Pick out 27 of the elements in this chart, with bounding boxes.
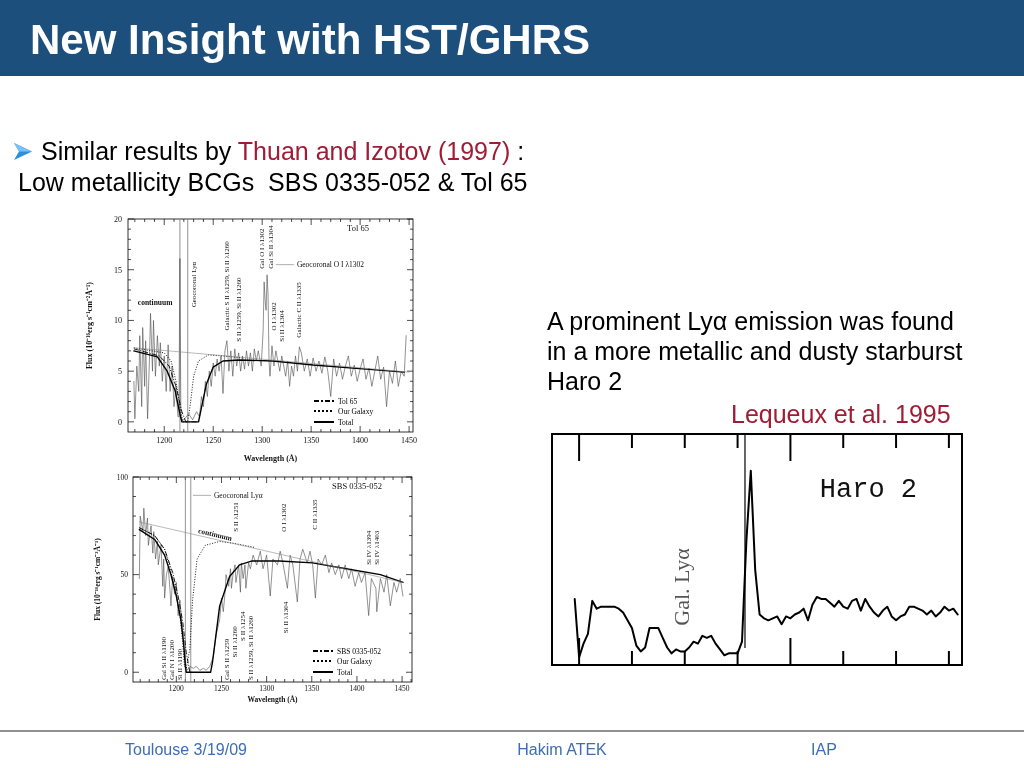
x-tick-label: 1400 bbox=[352, 436, 369, 445]
x-tick-label: 1300 bbox=[254, 436, 271, 445]
text: Hakim ATEK bbox=[517, 741, 608, 758]
text: Thuan and Izotov (1997) bbox=[237, 137, 511, 165]
x-axis-title: Wavelength (Å) bbox=[243, 454, 298, 463]
x-tick-label: 1200 bbox=[156, 436, 173, 445]
chart-title: Haro 2 bbox=[819, 475, 917, 505]
text: A prominent Lyα emission was found in a more metallic and dusty starburst Haro 2 bbox=[547, 307, 963, 395]
text: Low metallicity BCGs SBS 0335-052 & Tol 65 bbox=[18, 168, 528, 196]
text: Similar results by bbox=[41, 137, 232, 165]
y-tick-label: 15 bbox=[114, 265, 122, 275]
y-tick-label: 10 bbox=[114, 316, 122, 326]
text: : bbox=[517, 137, 525, 165]
annotation: Gal. Lyα bbox=[668, 547, 694, 626]
text: Tol 65 bbox=[347, 223, 369, 233]
y-axis-title: Flux (10⁻¹⁶erg s⁻¹cm⁻²Å⁻¹) bbox=[85, 281, 94, 370]
text: Lequeux et al. 1995 bbox=[731, 400, 951, 428]
text: Toulouse 3/19/09 bbox=[125, 741, 248, 758]
x-tick-label: 1350 bbox=[303, 436, 320, 445]
text: New Insight with HST/GHRS bbox=[30, 16, 591, 63]
x-tick-label: 1450 bbox=[401, 436, 418, 445]
text: SBS 0335-052 bbox=[332, 481, 382, 491]
x-tick-label: 1250 bbox=[205, 436, 222, 445]
y-tick-label: 20 bbox=[114, 214, 122, 224]
y-tick-label: 5 bbox=[118, 366, 122, 376]
text: IAP bbox=[811, 741, 837, 758]
y-tick-label: 0 bbox=[118, 417, 122, 427]
